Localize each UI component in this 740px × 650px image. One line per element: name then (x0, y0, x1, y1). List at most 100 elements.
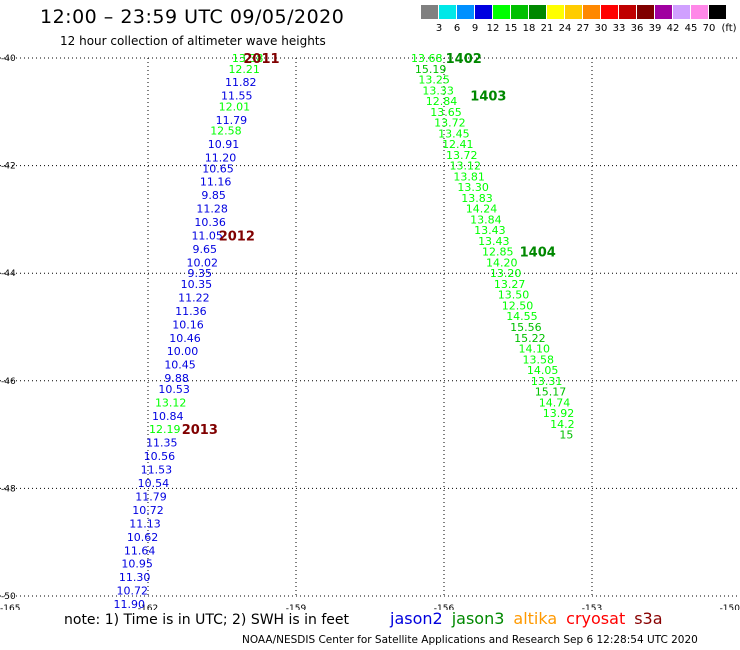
scale-swatch-0 (421, 5, 438, 19)
scale-swatch-4 (493, 5, 510, 19)
scale-label-36: 36 (630, 23, 644, 34)
swh-value-jason2: 12.21 (228, 63, 260, 76)
scale-swatch-5 (511, 5, 528, 19)
swh-value-jason2: 11.53 (141, 464, 173, 477)
footnote: note: 1) Time is in UTC; 2) SWH is in fe… (64, 612, 350, 628)
swh-value-jason2: 10.72 (116, 585, 148, 598)
satellite-cryosat: cryosat (566, 609, 626, 628)
scale-label-15: 15 (504, 23, 518, 34)
satellite-altika: altika (513, 609, 558, 628)
swh-value-jason2: 10.72 (132, 504, 164, 517)
scale-label-33: 33 (612, 23, 626, 34)
swh-value-jason3: 14.2 (550, 418, 575, 431)
scale-swatch-10 (601, 5, 618, 19)
satellite-jason2: jason2 (390, 609, 443, 628)
swh-value-jason2: 9.65 (192, 243, 217, 256)
scale-swatch-12 (637, 5, 654, 19)
swh-value-jason3: 14.55 (506, 310, 538, 323)
swh-value-jason2: 11.79 (135, 490, 167, 503)
scale-label-27: 27 (576, 23, 590, 34)
swh-value-jason2: 11.28 (196, 203, 228, 216)
swh-value-jason2: 10.54 (138, 477, 170, 490)
swh-value-jason2: 12.01 (219, 100, 251, 113)
x-tick-label: -156 (434, 604, 455, 610)
time-label-jason3: 1404 (520, 246, 556, 261)
swh-value-jason2: 10.00 (167, 345, 199, 358)
y-tick-label: -44 (1, 269, 16, 279)
swh-value-jason2: 10.62 (127, 531, 159, 544)
scale-label-30: 30 (594, 23, 608, 34)
scale-swatch-13 (655, 5, 672, 19)
scale-label-42: 42 (666, 23, 680, 34)
swh-value-jason3: 15.19 (415, 63, 447, 76)
swh-value-jason3: 13.72 (446, 149, 478, 162)
swh-value-jason3: 14.05 (527, 364, 559, 377)
swh-value-jason2: 11.90 (114, 598, 146, 610)
swh-value-jason2: 11.64 (124, 544, 156, 557)
scale-swatch-2 (457, 5, 474, 19)
swh-value-jason2: 11.05 (191, 230, 223, 243)
swh-value-jason3: 12.85 (482, 246, 514, 259)
x-tick-label: -150 (720, 604, 740, 610)
swh-value-jason2: 10.02 (187, 256, 219, 269)
y-tick-label: -50 (1, 592, 16, 602)
scale-swatch-14 (673, 5, 690, 19)
scale-label-12: 12 (486, 23, 500, 34)
x-tick-label: -159 (286, 604, 307, 610)
scale-label-24: 24 (558, 23, 572, 34)
wave-height-plot: -165 -162 -159 -156 -153 -150 -40 -42 -44 -46 -48 -… (0, 52, 740, 610)
credit-line: NOAA/NESDIS Center for Satellite Applica… (242, 634, 698, 646)
satellite-jason3: jason3 (451, 609, 505, 628)
satellite-s3a: s3a (634, 609, 663, 628)
swh-value-jason3: 15 (559, 429, 573, 442)
y-tick-label: -48 (1, 484, 16, 494)
satellite-legend: jason2 jason3 altika cryosat s3a (390, 609, 672, 628)
swh-value-jason3: 13.72 (434, 117, 466, 130)
scale-swatch-8 (565, 5, 582, 19)
swh-value-jason2: 9.35 (188, 267, 213, 280)
scale-label-45: 45 (684, 23, 698, 34)
swh-value-jason3: 13.20 (490, 267, 522, 280)
swh-value-jason2: 11.30 (119, 571, 151, 584)
time-label-jason2: 2012 (219, 230, 255, 245)
swh-value-jason2: 11.35 (146, 437, 178, 450)
y-tick-label: -46 (1, 377, 16, 387)
swh-value-jason2: 10.46 (169, 332, 201, 345)
swh-value-jason2: 13.12 (155, 396, 187, 409)
swh-value-jason3: 12.50 (502, 299, 534, 312)
swh-value-jason2: 10.84 (152, 410, 184, 423)
swh-value-jason2: 11.79 (216, 114, 248, 127)
swh-value-jason2: 9.85 (201, 189, 226, 202)
time-label-jason3: 1403 (470, 90, 506, 105)
swh-value-jason3: 13.25 (418, 74, 450, 87)
scale-swatch-1 (439, 5, 456, 19)
scale-swatch-6 (529, 5, 546, 19)
swh-value-jason3: 14.74 (539, 396, 571, 409)
swh-value-jason2: 10.35 (181, 278, 213, 291)
chart-subtitle: 12 hour collection of altimeter wave hei… (60, 34, 326, 48)
y-tick-label: -40 (1, 54, 16, 64)
swh-value-jason3: 13.68 (411, 52, 443, 65)
swh-value-jason2: 10.45 (164, 359, 196, 372)
swh-value-jason2: 10.53 (158, 383, 190, 396)
swh-value-jason2: 11.22 (178, 291, 210, 304)
swh-value-jason3: 13.27 (494, 278, 526, 291)
chart-title: 12:00 – 23:59 UTC 09/05/2020 (40, 6, 345, 28)
swh-value-jason3: 13.81 (453, 170, 485, 183)
swh-value-jason3: 13.65 (430, 106, 462, 119)
swh-value-jason3: 14.10 (519, 343, 551, 356)
scale-swatch-15 (691, 5, 708, 19)
swh-value-jason2: 13.38 (232, 52, 264, 65)
swh-value-jason3: 13.33 (422, 84, 454, 97)
swh-value-jason3: 12.41 (442, 138, 474, 151)
swh-value-jason2: 11.55 (221, 90, 253, 103)
swh-value-jason2: 11.13 (129, 517, 161, 530)
swh-value-jason3: 13.92 (543, 407, 575, 420)
x-tick-label: -162 (138, 604, 158, 610)
scale-unit: (ft) (721, 23, 737, 34)
swh-value-jason3: 13.43 (474, 224, 506, 237)
swh-value-jason3: 14.20 (486, 256, 518, 269)
swh-value-jason3: 15.56 (510, 321, 542, 334)
scale-label-3: 3 (435, 23, 443, 34)
swh-value-jason2: 11.82 (225, 76, 257, 89)
